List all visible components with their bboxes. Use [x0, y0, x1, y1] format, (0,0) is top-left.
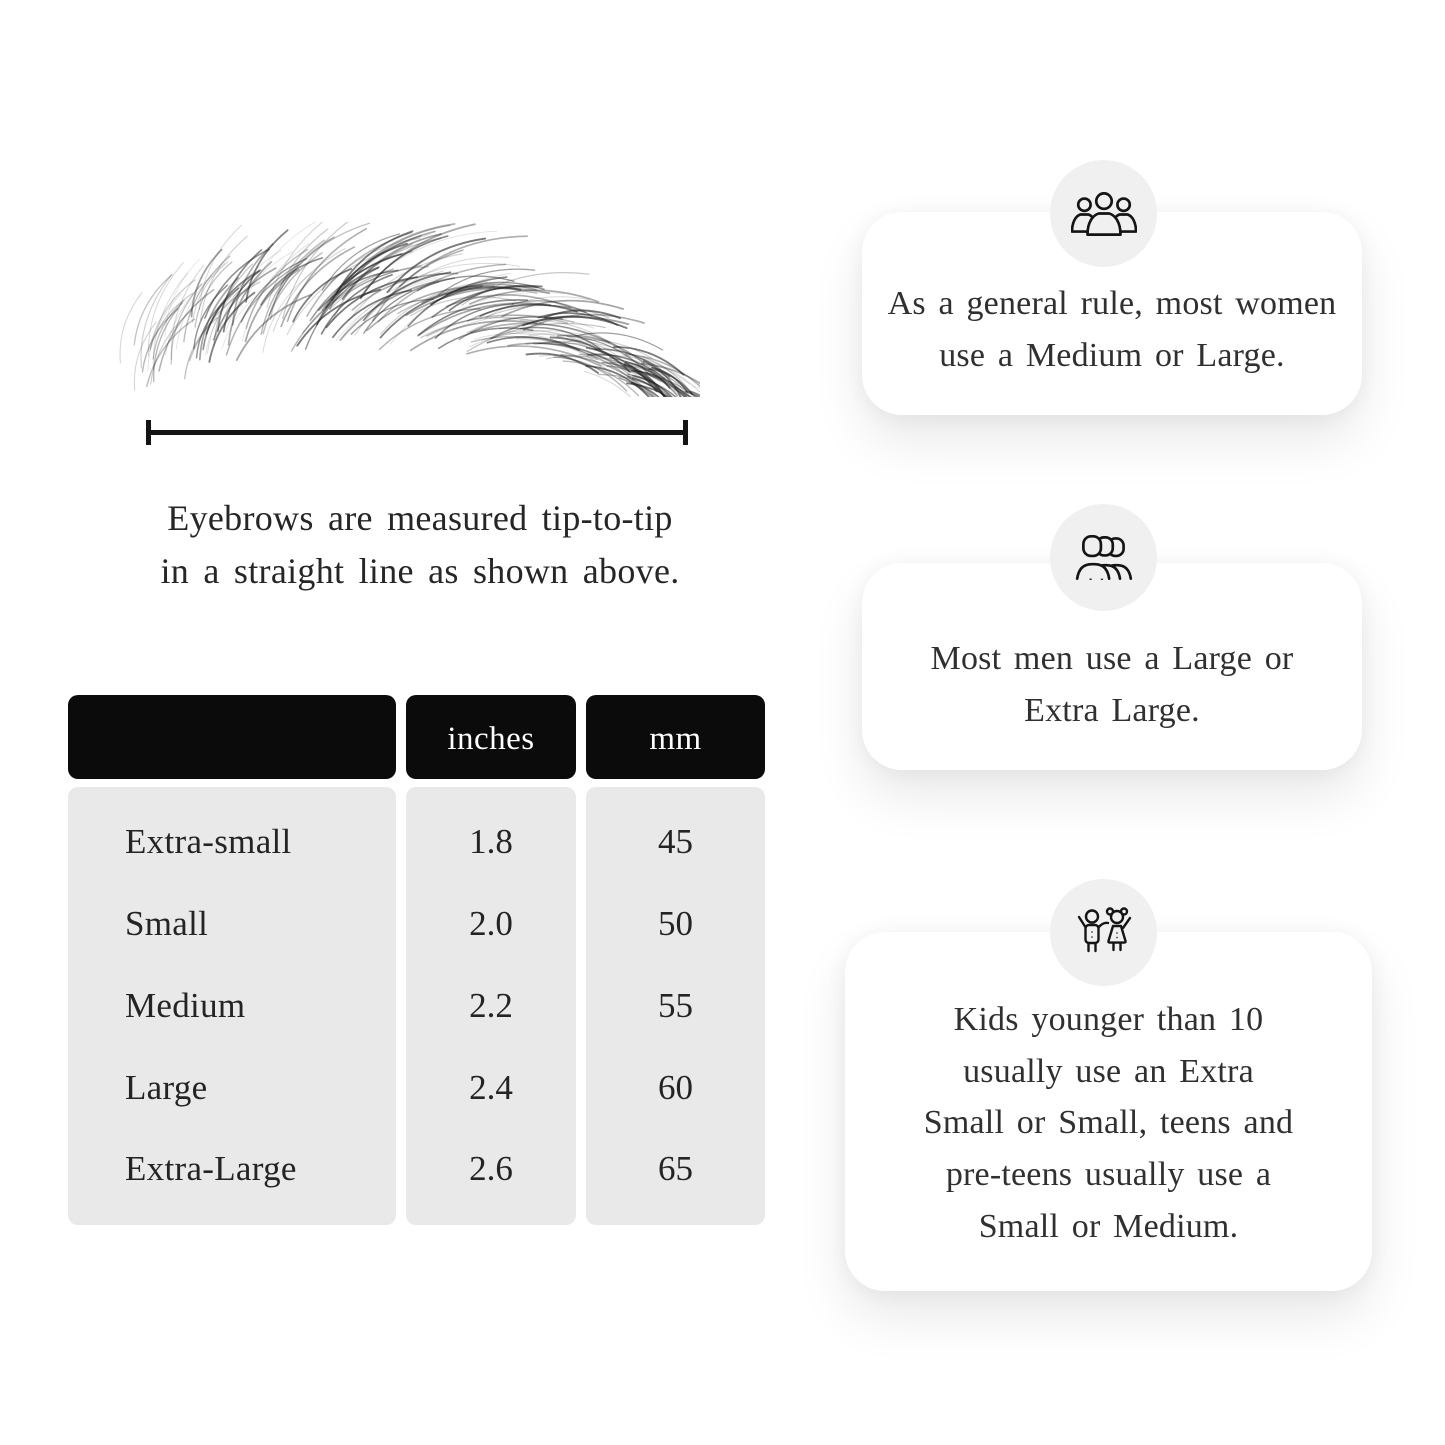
- size-label: Extra-Large: [125, 1149, 297, 1188]
- mm-value: 50: [658, 904, 693, 943]
- measurement-caption: Eyebrows are measured tip-to-tip in a st…: [160, 498, 680, 592]
- size-label: Medium: [125, 986, 246, 1025]
- mm-value: 65: [658, 1149, 693, 1188]
- inches-value: 2.0: [469, 904, 513, 943]
- table-row: Large 2.4 60: [0, 1068, 765, 1118]
- table-header-inches-label: inches: [447, 721, 535, 757]
- inches-value: 1.8: [469, 822, 513, 861]
- table-row: Extra-small 1.8 45: [0, 822, 765, 872]
- size-label: Extra-small: [125, 822, 292, 861]
- table-row: Extra-Large 2.6 65: [0, 1149, 765, 1199]
- measurement-line: [149, 430, 686, 435]
- measurement-cap-left: [146, 420, 151, 445]
- women-group-icon: [1050, 160, 1157, 267]
- table-header-inches: inches: [406, 695, 576, 779]
- size-label: Small: [125, 904, 209, 943]
- info-card-men-text: Most men use a Large or Extra Large.: [930, 640, 1294, 729]
- table-body-column-inches: [406, 787, 576, 1225]
- info-card-kids: Kids younger than 10 usually use an Extr…: [845, 932, 1372, 1291]
- inches-value: 2.2: [469, 986, 513, 1025]
- info-card-kids-text: Kids younger than 10 usually use an Extr…: [923, 1001, 1294, 1245]
- table-body-column-mm: [586, 787, 765, 1225]
- table-header-mm: mm: [586, 695, 765, 779]
- size-label: Large: [125, 1068, 208, 1107]
- info-card-women-text: As a general rule, most women use a Medi…: [887, 285, 1337, 374]
- measurement-cap-right: [683, 420, 688, 445]
- table-header-mm-label: mm: [649, 721, 702, 757]
- table-header-size: [68, 695, 396, 779]
- eyebrow-illustration: [119, 222, 700, 397]
- table-header-size-label: [68, 695, 396, 779]
- kids-icon: [1050, 879, 1157, 986]
- mm-value: 45: [658, 822, 693, 861]
- inches-value: 2.4: [469, 1068, 513, 1107]
- men-group-icon: [1050, 504, 1157, 611]
- mm-value: 60: [658, 1068, 693, 1107]
- inches-value: 2.6: [469, 1149, 513, 1188]
- table-row: Small 2.0 50: [0, 904, 765, 954]
- table-body-column-size: [68, 787, 396, 1225]
- mm-value: 55: [658, 986, 693, 1025]
- table-row: Medium 2.2 55: [0, 986, 765, 1036]
